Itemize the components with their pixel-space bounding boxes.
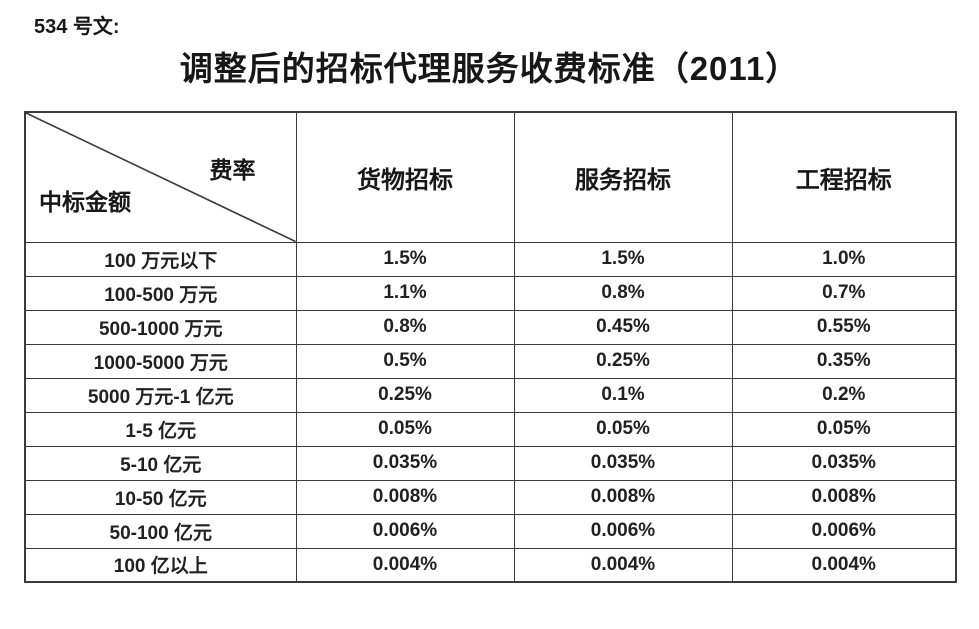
fee-rate-table: 费率 中标金额 货物招标 服务招标 工程招标 100 万元以下 1.5% 1.5…: [24, 111, 957, 583]
corner-label-bid-amount: 中标金额: [39, 189, 131, 215]
rate-cell: 0.004%: [731, 547, 957, 583]
column-header-goods-bidding: 货物招标: [295, 111, 515, 243]
table-row: 100 万元以下 1.5% 1.5% 1.0%: [24, 241, 957, 277]
rate-cell: 0.05%: [295, 411, 515, 447]
rate-cell: 1.5%: [295, 241, 515, 277]
table-row: 100 亿以上 0.004% 0.004% 0.004%: [24, 547, 957, 583]
table-row: 500-1000 万元 0.8% 0.45% 0.55%: [24, 309, 957, 345]
page-title: 调整后的招标代理服务收费标准（2011）: [179, 50, 800, 87]
rate-cell: 0.35%: [731, 343, 957, 379]
rate-cell: 0.2%: [731, 377, 957, 413]
row-label: 100-500 万元: [24, 275, 297, 311]
rate-cell: 0.008%: [513, 479, 733, 515]
row-label: 1000-5000 万元: [24, 343, 297, 379]
header-row: 费率 中标金额 货物招标 服务招标 工程招标: [24, 111, 957, 243]
rate-cell: 0.55%: [731, 309, 957, 345]
rate-cell: 0.008%: [295, 479, 515, 515]
rate-cell: 0.035%: [731, 445, 957, 481]
row-label: 1-5 亿元: [24, 411, 297, 447]
rate-cell: 0.035%: [295, 445, 515, 481]
rate-cell: 0.006%: [295, 513, 515, 549]
diagonal-divider-line: [26, 113, 296, 242]
table-row: 5000 万元-1 亿元 0.25% 0.1% 0.2%: [24, 377, 957, 413]
rate-cell: 0.05%: [513, 411, 733, 447]
column-header-engineering-bidding: 工程招标: [731, 111, 957, 243]
table-row: 1-5 亿元 0.05% 0.05% 0.05%: [24, 411, 957, 447]
table-row: 10-50 亿元 0.008% 0.008% 0.008%: [24, 479, 957, 515]
rate-cell: 0.8%: [295, 309, 515, 345]
rate-cell: 0.45%: [513, 309, 733, 345]
table-row: 100-500 万元 1.1% 0.8% 0.7%: [24, 275, 957, 311]
rate-cell: 0.008%: [731, 479, 957, 515]
rate-cell: 0.25%: [295, 377, 515, 413]
rate-cell: 0.8%: [513, 275, 733, 311]
table-row: 5-10 亿元 0.035% 0.035% 0.035%: [24, 445, 957, 481]
table-row: 1000-5000 万元 0.5% 0.25% 0.35%: [24, 343, 957, 379]
rate-cell: 0.7%: [731, 275, 957, 311]
rate-cell: 0.05%: [731, 411, 957, 447]
row-label: 500-1000 万元: [24, 309, 297, 345]
corner-label-rate: 费率: [209, 157, 256, 183]
rate-cell: 1.0%: [731, 241, 957, 277]
row-label: 5-10 亿元: [24, 445, 297, 481]
rate-cell: 0.006%: [513, 513, 733, 549]
rate-cell: 1.1%: [295, 275, 515, 311]
rate-cell: 0.004%: [513, 547, 733, 583]
rate-cell: 0.004%: [295, 547, 515, 583]
column-header-service-bidding: 服务招标: [513, 111, 733, 243]
rate-cell: 0.035%: [513, 445, 733, 481]
row-label: 100 亿以上: [24, 547, 297, 583]
row-label: 5000 万元-1 亿元: [24, 377, 297, 413]
row-label: 100 万元以下: [24, 241, 297, 277]
corner-header-cell: 费率 中标金额: [24, 111, 297, 243]
doc-number-label: 534 号文:: [34, 16, 120, 38]
rate-cell: 0.5%: [295, 343, 515, 379]
rate-cell: 1.5%: [513, 241, 733, 277]
row-label: 10-50 亿元: [24, 479, 297, 515]
rate-cell: 0.006%: [731, 513, 957, 549]
table-row: 50-100 亿元 0.006% 0.006% 0.006%: [24, 513, 957, 549]
rate-cell: 0.1%: [513, 377, 733, 413]
row-label: 50-100 亿元: [24, 513, 297, 549]
rate-cell: 0.25%: [513, 343, 733, 379]
